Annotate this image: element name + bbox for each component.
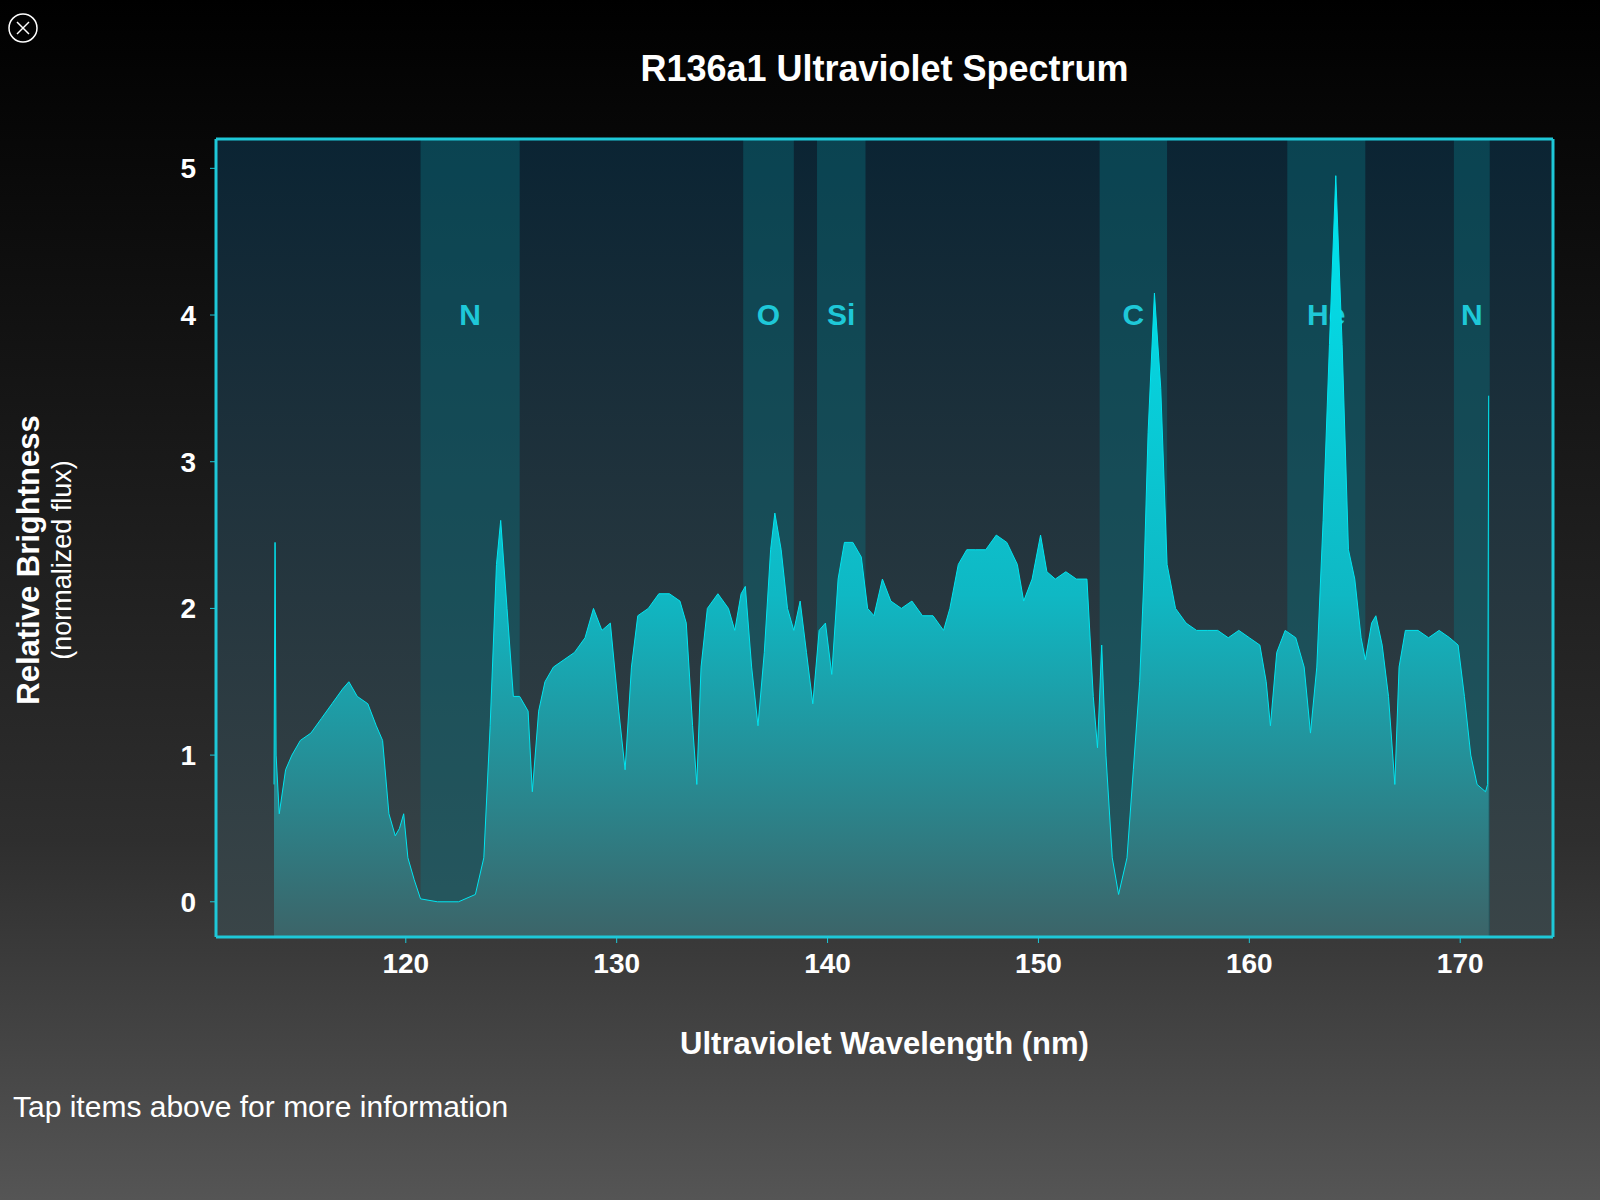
svg-text:170: 170 <box>1437 948 1484 979</box>
svg-text:4: 4 <box>180 300 196 331</box>
html-text:R136a1 Ultraviolet Spectrum: R136a1 Ultraviolet Spectrum <box>640 48 1129 89</box>
html-text:Ultraviolet Wavelength (nm): Ultraviolet Wavelength (nm) <box>680 1026 1089 1061</box>
svg-text:2: 2 <box>180 593 196 624</box>
html-text:(normalized flux): (normalized flux) <box>46 460 77 660</box>
svg-text:C: C <box>1123 298 1145 331</box>
svg-text:3: 3 <box>180 447 196 478</box>
svg-text:130: 130 <box>593 948 640 979</box>
svg-text:1: 1 <box>180 740 196 771</box>
svg-text:140: 140 <box>804 948 851 979</box>
svg-text:120: 120 <box>382 948 429 979</box>
html-text:Tap items above for more infor: Tap items above for more information <box>13 1090 509 1123</box>
svg-text:0: 0 <box>180 887 196 918</box>
svg-text:150: 150 <box>1015 948 1062 979</box>
svg-text:160: 160 <box>1226 948 1273 979</box>
svg-text:N: N <box>1461 298 1483 331</box>
html-text:Relative Brightness: Relative Brightness <box>10 415 46 705</box>
svg-text:O: O <box>757 298 780 331</box>
svg-text:5: 5 <box>180 153 196 184</box>
svg-text:He: He <box>1307 298 1346 331</box>
svg-text:Si: Si <box>827 298 855 331</box>
svg-text:N: N <box>459 298 481 331</box>
